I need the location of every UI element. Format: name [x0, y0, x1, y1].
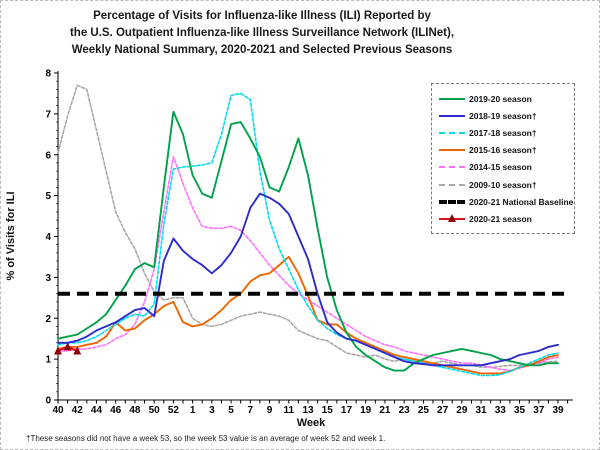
x-tick-label: 31: [476, 405, 488, 416]
line-2019-20-season: [57, 110, 559, 372]
x-tick-label: 3: [209, 405, 215, 416]
legend-item-2018-19-season: 2018-19 season†: [439, 107, 572, 124]
x-tick-label: 42: [72, 405, 84, 416]
x-tick-label: 40: [52, 405, 64, 416]
marker-triangle: [54, 346, 62, 355]
chart-title-line2: the U.S. Outpatient Influenza-like Illne…: [69, 27, 455, 39]
x-tick-label: 46: [110, 405, 122, 416]
y-axis-title: % of Visits for ILI: [5, 191, 17, 281]
x-tick-label: 39: [552, 405, 564, 416]
legend-swatch: [439, 196, 465, 208]
legend-swatch: [439, 179, 465, 191]
x-axis: 40 42 44 46 48 50 52 1 3 5 7 9 11 13 15 17 19 21 23 25 27 29 3…: [52, 399, 573, 416]
y-tick-label: 5: [45, 191, 51, 202]
legend-item-2017-18-season: 2017-18 season†: [439, 124, 572, 141]
legend-item-2020-21-national-baseline: 2020-21 National Baseline: [439, 193, 574, 210]
legend-item-2015-16-season: 2015-16 season†: [439, 142, 572, 159]
legend-label: 2020-21 National Baseline: [469, 196, 574, 207]
y-tick-label: 4: [45, 232, 51, 243]
x-tick-label: 48: [129, 405, 141, 416]
legend-swatch: [439, 144, 465, 156]
marker-triangle: [63, 342, 72, 351]
y-tick-label: 1: [45, 355, 51, 366]
marker-triangle: [73, 346, 82, 355]
legend-item-2020-21-season: 2020-21 season: [439, 210, 572, 227]
legend-swatch: [439, 93, 465, 105]
triangle-marker-icon: [448, 213, 456, 222]
y-axis: 0 1 2 3 4 5 6 7 8: [45, 69, 59, 407]
x-tick-label: 35: [514, 405, 526, 416]
x-tick-label: 44: [91, 405, 103, 416]
x-tick-label: 27: [437, 405, 449, 416]
legend-item-2009-10-season: 2009-10 season†: [439, 176, 572, 193]
chart-title: Percentage of Visits for Influenza-like …: [1, 8, 523, 59]
chart-title-line1: Percentage of Visits for Influenza-like …: [93, 10, 431, 22]
footnote: †These seasons did not have a week 53, s…: [26, 434, 386, 443]
x-tick-label: 23: [399, 405, 411, 416]
x-tick-label: 19: [360, 405, 372, 416]
y-tick-label: 7: [45, 109, 51, 120]
legend-swatch: [439, 110, 465, 122]
x-tick-label: 33: [495, 405, 507, 416]
x-tick-label: 1: [190, 405, 196, 416]
x-tick-label: 5: [228, 405, 234, 416]
legend-label: 2018-19 season†: [469, 110, 537, 121]
x-tick-label: 52: [168, 405, 180, 416]
line-2015-16-season: [57, 255, 559, 375]
x-tick-label: 13: [302, 405, 314, 416]
legend-item-2019-20-season: 2019-20 season: [439, 90, 572, 107]
line-2018-19-season: [57, 192, 559, 367]
x-tick-label: 17: [341, 405, 353, 416]
x-tick-label: 37: [533, 405, 545, 416]
legend-swatch: [439, 213, 465, 225]
legend-swatch: [439, 127, 465, 139]
y-tick-label: 3: [45, 273, 51, 284]
legend-item-2014-15-season: 2014-15 season: [439, 159, 572, 176]
line-2020-21-season-current: [54, 342, 82, 355]
x-tick-label: 11: [283, 405, 294, 416]
legend: 2019-20 season 2018-19 season† 2017-18 sea…: [431, 83, 575, 234]
legend-label: 2019-20 season: [469, 93, 532, 104]
y-tick-label: 6: [45, 150, 51, 161]
legend-label: 2017-18 season†: [469, 127, 537, 138]
y-tick-label: 2: [45, 314, 51, 325]
legend-label: 2009-10 season†: [469, 179, 537, 190]
y-tick-label: 0: [45, 396, 51, 407]
x-tick-label: 50: [149, 405, 161, 416]
chart-title-line3: Weekly National Summary, 2020-2021 and S…: [71, 44, 453, 56]
legend-label: 2015-16 season†: [469, 145, 537, 156]
x-axis-title: Week: [296, 417, 326, 429]
y-tick-label: 8: [45, 69, 51, 80]
x-tick-label: 9: [267, 405, 273, 416]
x-tick-label: 7: [248, 405, 254, 416]
x-tick-label: 29: [456, 405, 468, 416]
x-tick-label: 21: [379, 405, 391, 416]
legend-swatch: [439, 161, 465, 173]
x-tick-label: 15: [322, 405, 334, 416]
line-2017-18-season: [57, 92, 559, 377]
legend-label: 2020-21 season: [469, 213, 532, 224]
x-tick-label: 25: [418, 405, 430, 416]
legend-label: 2014-15 season: [469, 162, 532, 173]
